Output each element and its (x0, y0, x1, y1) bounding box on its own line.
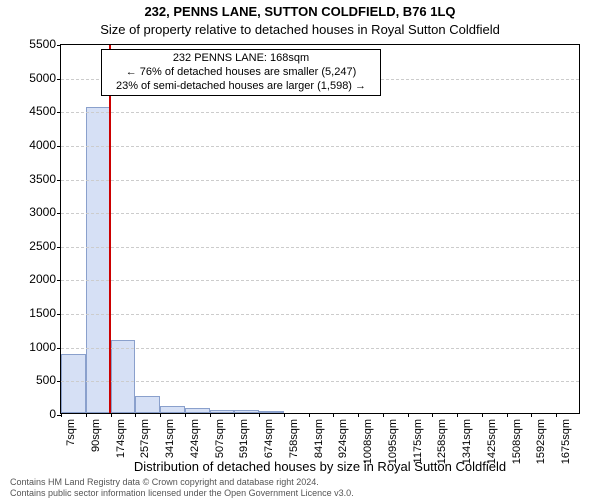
ytick-mark (57, 180, 61, 181)
ytick-mark (57, 213, 61, 214)
ytick-label: 2500 (14, 239, 56, 253)
marker-line (109, 45, 111, 413)
ytick-mark (57, 112, 61, 113)
xtick-mark (383, 413, 384, 417)
ytick-mark (57, 280, 61, 281)
xtick-mark (185, 413, 186, 417)
xtick-mark (284, 413, 285, 417)
xtick-mark (234, 413, 235, 417)
ytick-label: 3000 (14, 205, 56, 219)
xtick-mark (333, 413, 334, 417)
ytick-label: 2000 (14, 272, 56, 286)
bar (61, 354, 86, 413)
y-axis-label-wrap: Number of detached properties (0, 215, 14, 229)
ytick-mark (57, 146, 61, 147)
ytick-label: 0 (14, 407, 56, 421)
xtick-mark (210, 413, 211, 417)
grid-line (61, 247, 579, 248)
bar (185, 408, 210, 413)
ytick-label: 4000 (14, 138, 56, 152)
grid-line (61, 381, 579, 382)
ytick-label: 5000 (14, 71, 56, 85)
bar (259, 411, 284, 413)
grid-line (61, 146, 579, 147)
xtick-mark (111, 413, 112, 417)
bar (210, 410, 235, 413)
xtick-mark (160, 413, 161, 417)
xtick-mark (259, 413, 260, 417)
xtick-mark (432, 413, 433, 417)
ytick-label: 3500 (14, 172, 56, 186)
annotation-line2: ← 76% of detached houses are smaller (5,… (106, 66, 376, 80)
annotation-line3: 23% of semi-detached houses are larger (… (106, 80, 376, 94)
xtick-mark (408, 413, 409, 417)
bar (111, 340, 136, 413)
grid-line (61, 348, 579, 349)
xtick-mark (86, 413, 87, 417)
ytick-mark (57, 314, 61, 315)
bar (135, 396, 160, 413)
xtick-mark (531, 413, 532, 417)
grid-line (61, 280, 579, 281)
xtick-mark (61, 413, 62, 417)
annotation-box: 232 PENNS LANE: 168sqm ← 76% of detached… (101, 49, 381, 96)
page-title-line1: 232, PENNS LANE, SUTTON COLDFIELD, B76 1… (0, 4, 600, 19)
grid-line (61, 314, 579, 315)
chart-plot-area: 7sqm90sqm174sqm257sqm341sqm424sqm507sqm5… (60, 44, 580, 414)
xtick-mark (135, 413, 136, 417)
ytick-mark (57, 247, 61, 248)
page-title-line2: Size of property relative to detached ho… (0, 22, 600, 37)
xtick-mark (507, 413, 508, 417)
bar (160, 406, 185, 413)
xtick-mark (309, 413, 310, 417)
ytick-label: 1000 (14, 340, 56, 354)
footer-attribution: Contains HM Land Registry data © Crown c… (10, 477, 354, 498)
ytick-mark (57, 45, 61, 46)
bar (86, 107, 111, 413)
grid-line (61, 213, 579, 214)
ytick-label: 5500 (14, 37, 56, 51)
ytick-label: 1500 (14, 306, 56, 320)
xtick-mark (457, 413, 458, 417)
x-axis-label: Distribution of detached houses by size … (60, 459, 580, 474)
annotation-line1: 232 PENNS LANE: 168sqm (106, 52, 376, 66)
xtick-mark (358, 413, 359, 417)
xtick-mark (482, 413, 483, 417)
bar (234, 410, 259, 413)
ytick-label: 4500 (14, 104, 56, 118)
xtick-mark (556, 413, 557, 417)
ytick-mark (57, 348, 61, 349)
grid-line (61, 180, 579, 181)
footer-line2: Contains public sector information licen… (10, 488, 354, 498)
footer-line1: Contains HM Land Registry data © Crown c… (10, 477, 354, 487)
ytick-mark (57, 381, 61, 382)
ytick-mark (57, 79, 61, 80)
ytick-label: 500 (14, 373, 56, 387)
grid-line (61, 112, 579, 113)
